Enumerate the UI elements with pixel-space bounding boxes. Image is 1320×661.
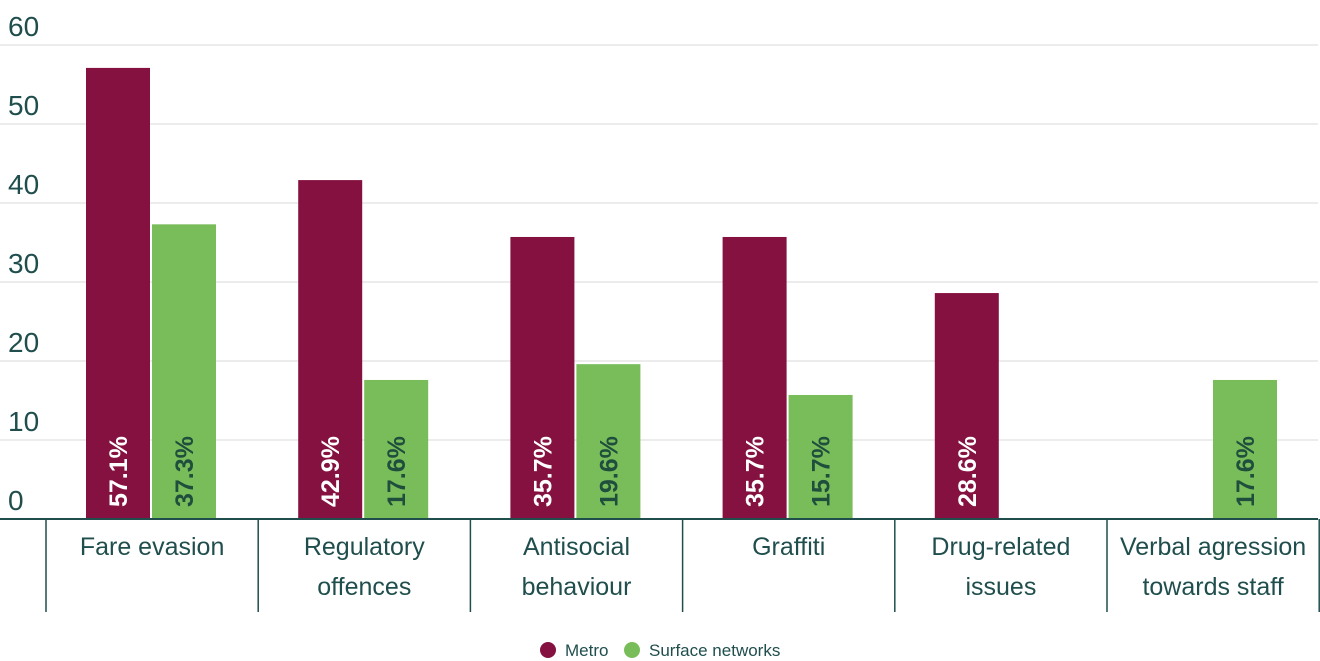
category-label: Drug-related [931, 533, 1070, 561]
bar-surface-networks [788, 394, 853, 519]
category-labels: Fare evasion Regulatory offences Antisocial… [80, 533, 1306, 601]
bar-value-label: 42.9% [317, 436, 345, 507]
bar-value-label: 35.7% [742, 436, 770, 507]
bar-value-label: 35.7% [529, 436, 557, 507]
legend: Metro Surface networks [540, 641, 780, 660]
category-label: offences [317, 573, 411, 601]
category-label: Antisocial [523, 533, 630, 561]
bar-value-label: 37.3% [171, 436, 199, 507]
category-label: Fare evasion [80, 533, 225, 561]
category-label: behaviour [522, 573, 632, 601]
bar-surface-networks [364, 379, 429, 519]
category-label: issues [965, 573, 1036, 601]
bar-surface-networks [152, 224, 216, 519]
legend-label: Surface networks [649, 641, 780, 660]
bar-value-label: 28.6% [954, 436, 982, 507]
category-label: towards staff [1142, 573, 1283, 601]
bar-value-label: 57.1% [105, 436, 133, 507]
legend-swatch [540, 642, 556, 658]
y-tick-label: 40 [8, 169, 39, 200]
bar-surface-networks [1213, 379, 1277, 519]
category-label: Graffiti [752, 533, 825, 561]
bar-value-label: 17.6% [1232, 436, 1260, 507]
bar-metro [510, 236, 575, 519]
y-tick-label: 30 [8, 248, 39, 279]
bar-metro [298, 180, 363, 519]
bars: 57.1% 37.3% 42.9% 17.6% 35.7% 19.6% 35.7% 15.7%… [86, 67, 1277, 519]
bar-metro [934, 293, 999, 519]
y-tick-label: 0 [8, 485, 24, 516]
category-label: Regulatory [304, 533, 425, 561]
legend-label: Metro [565, 641, 608, 660]
y-tick-label: 20 [8, 327, 39, 358]
bar-value-label: 19.6% [595, 436, 623, 507]
y-tick-label: 50 [8, 90, 39, 121]
y-tick-label: 60 [8, 11, 39, 42]
y-axis-ticks: 0 10 20 30 40 50 60 [8, 11, 39, 516]
bar-value-label: 15.7% [808, 436, 836, 507]
bar-metro [86, 67, 150, 519]
x-axis [0, 518, 1320, 612]
bar-value-label: 17.6% [383, 436, 411, 507]
category-label: Verbal agression [1120, 533, 1306, 561]
bar-metro [722, 236, 787, 519]
legend-swatch [624, 642, 640, 658]
grid-lines [0, 44, 1318, 441]
y-tick-label: 10 [8, 406, 39, 437]
bar-surface-networks [576, 364, 641, 519]
